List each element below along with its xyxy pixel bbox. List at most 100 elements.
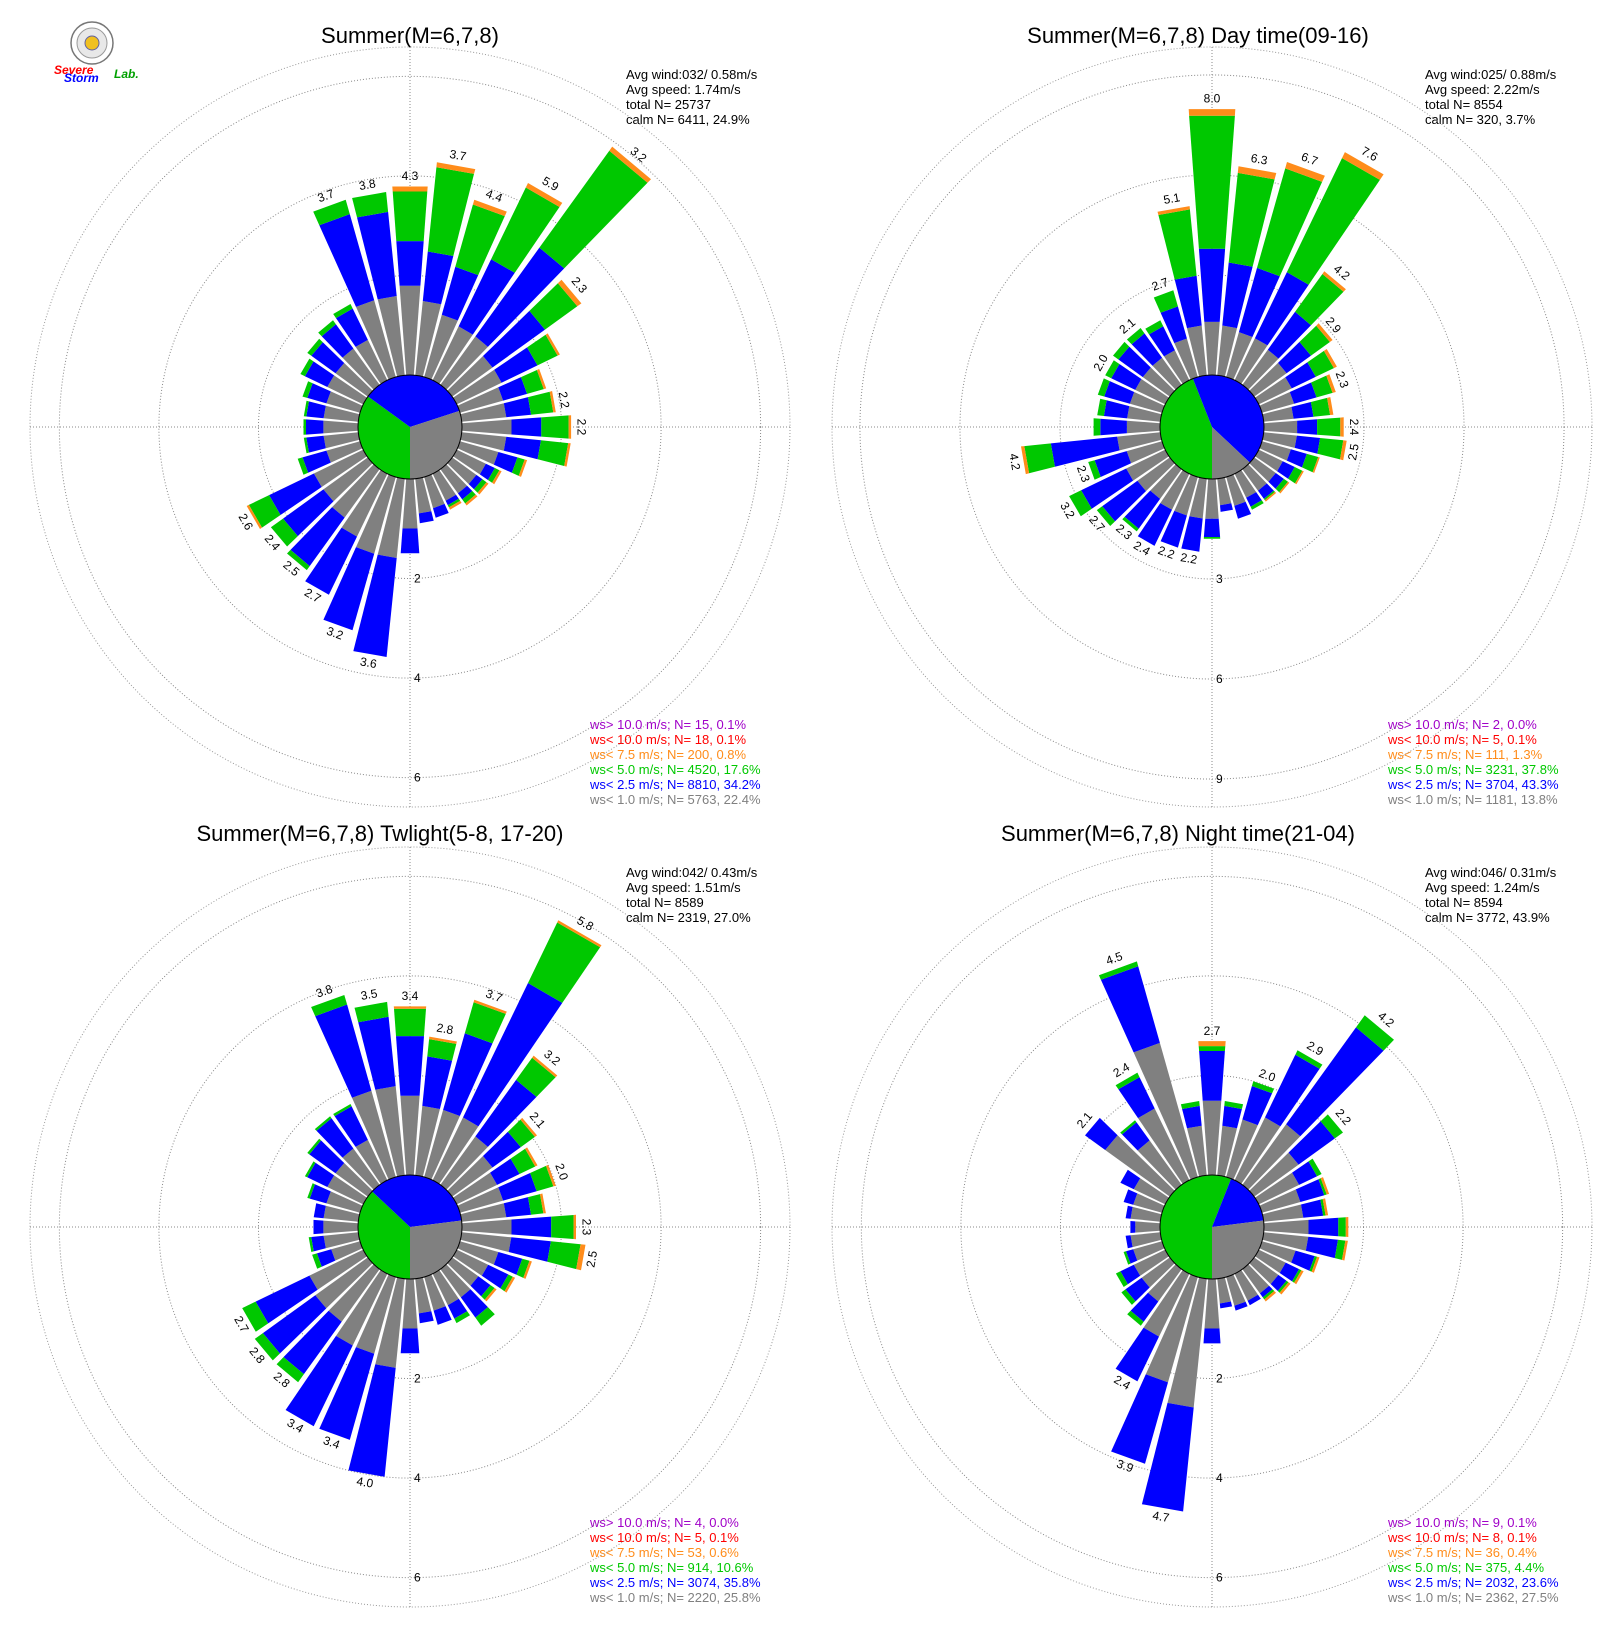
petal-value-label: 2.4: [1347, 419, 1361, 436]
calm-pie-slice: [357, 396, 410, 480]
petal-segment: [1189, 477, 1207, 519]
stats-block: Avg wind:025/ 0.88m/s Avg speed: 2.22m/s…: [1425, 67, 1557, 127]
petal-value-label: 6.7: [1299, 150, 1320, 169]
petal-value-label: 2.2: [1179, 550, 1198, 567]
petal-segment: [323, 1205, 360, 1222]
petal-segment: [440, 1264, 471, 1298]
petal-270: [1130, 1221, 1161, 1233]
petal-segment: [1340, 417, 1344, 437]
petal-segment: [1130, 1292, 1159, 1322]
legend-entry: ws< 7.5 m/s; N= 111, 1.3%: [1387, 747, 1543, 762]
petal-segment: [1259, 1189, 1301, 1213]
petal-segment: [424, 474, 445, 509]
petal-200: [323, 474, 396, 631]
petal-segment: [356, 300, 396, 380]
petal-segment: [313, 449, 367, 487]
petal-segment: [1311, 1256, 1320, 1273]
petal-segment: [1137, 503, 1172, 546]
petal-50: [1249, 1114, 1343, 1197]
petal-segment: [418, 1311, 434, 1324]
petal-40: [440, 1055, 558, 1190]
petal-segment: [1259, 1241, 1296, 1263]
petal-segment: [394, 1008, 426, 1037]
petal-340: [313, 199, 396, 380]
petal-segment: [1301, 1199, 1324, 1218]
petal-segment: [326, 391, 363, 413]
petal-segment: [508, 1237, 551, 1262]
petal-segment: [323, 1232, 360, 1249]
petal-segment: [327, 1175, 367, 1205]
calm-pie-slice: [1212, 1178, 1264, 1227]
petal-40: [1242, 271, 1346, 390]
ring-label: 2: [414, 572, 421, 586]
petal-value-label: 3.4: [321, 1433, 342, 1452]
petal-segment: [609, 146, 651, 183]
petal-90: [461, 415, 572, 439]
petal-segment: [316, 1249, 336, 1267]
petal-segment: [528, 1194, 544, 1215]
legend-entry: ws< 1.0 m/s; N= 1181, 13.8%: [1387, 792, 1558, 807]
petal-segment: [1117, 432, 1162, 451]
petal-segment: [377, 477, 405, 558]
petal-segment: [1251, 1081, 1275, 1094]
petal-200: [1111, 1274, 1198, 1464]
petal-segment: [1259, 441, 1291, 461]
petal-segment: [242, 1301, 269, 1332]
petal-120: [453, 449, 502, 485]
petal-segment: [1143, 1270, 1190, 1337]
petal-segment: [415, 1277, 432, 1314]
petal-segment: [453, 449, 486, 475]
petal-280: [303, 400, 360, 422]
petal-segment: [537, 440, 569, 466]
petal-segment: [313, 1203, 326, 1219]
petal-300: [304, 1161, 367, 1205]
petal-segment: [1246, 492, 1262, 507]
stats-block: Avg wind:042/ 0.43m/s Avg speed: 1.51m/s…: [626, 865, 758, 925]
petal-segment: [1228, 172, 1275, 267]
petal-value-label: 3.7: [448, 147, 467, 164]
petal-segment: [1142, 367, 1175, 397]
petal-segment: [1322, 1198, 1329, 1216]
petal-segment: [309, 1184, 331, 1204]
petal-value-label: 4.2: [1006, 452, 1023, 471]
petal-segment: [1115, 1271, 1128, 1287]
petal-segment: [1127, 1310, 1144, 1326]
petal-segment: [1299, 325, 1330, 356]
range-ring: [1059, 274, 1365, 580]
petal-segment: [443, 1033, 493, 1116]
petal-segment: [302, 381, 313, 398]
petal-segment: [1288, 1121, 1335, 1165]
petal-80: [1262, 1198, 1329, 1222]
petal-segment: [1164, 350, 1190, 384]
petal-segment: [356, 1274, 396, 1354]
petal-segment: [354, 1001, 389, 1023]
petal-350: [1180, 1101, 1207, 1177]
petal-segment: [1204, 321, 1220, 376]
legend-entry: ws> 10.0 m/s; N= 9, 0.1%: [1387, 1515, 1537, 1530]
petal-310: [307, 1138, 373, 1197]
petal-segment: [311, 342, 345, 374]
petal-segment: [447, 356, 493, 397]
petal-segment: [1294, 1270, 1304, 1285]
petal-segment: [392, 191, 428, 242]
petal-segment: [353, 554, 397, 657]
wind-rose: 2463.73.84.33.74.45.93.22.32.22.23.63.22…: [29, 46, 791, 808]
petal-segment: [303, 419, 306, 435]
petal-segment: [1118, 1077, 1155, 1119]
petal-10: [1217, 166, 1277, 377]
petal-segment: [1295, 1050, 1323, 1069]
petal-segment: [319, 1347, 375, 1440]
petal-segment: [355, 339, 388, 384]
petal-260: [1021, 432, 1162, 475]
petal-segment: [1317, 417, 1341, 437]
petal-segment: [1285, 162, 1325, 182]
petal-180: [400, 478, 420, 554]
petal-150: [432, 470, 462, 510]
petal-60: [453, 1147, 538, 1205]
petal-segment: [1133, 1042, 1198, 1180]
petal-segment: [1217, 1125, 1237, 1177]
calm-pie-slice: [1212, 1220, 1265, 1279]
petal-segment: [1093, 418, 1101, 436]
petal-segment: [441, 266, 479, 321]
petal-280: [313, 1203, 360, 1222]
